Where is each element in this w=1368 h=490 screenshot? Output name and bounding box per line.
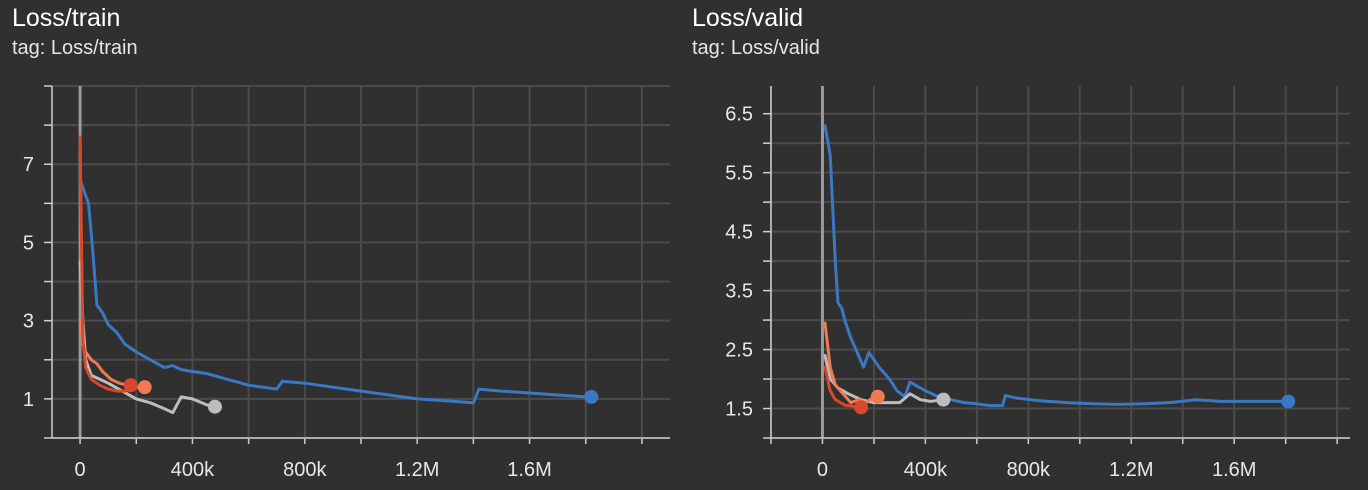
y-tick-label: 4.5: [725, 222, 753, 244]
series-line-0: [823, 124, 1290, 408]
series-end-point-3: [123, 378, 138, 393]
chart-title: Loss/valid: [692, 4, 804, 32]
series-line-1: [78, 260, 217, 415]
series-end-point-0: [1281, 394, 1296, 409]
series-end-point-3: [854, 400, 869, 415]
y-tick-label: 7: [23, 154, 34, 176]
y-tick-label: 6.5: [725, 104, 753, 126]
y-tick-label: 3.5: [725, 281, 753, 303]
y-tick-label: 2.5: [725, 340, 753, 362]
series-end-point-2: [870, 389, 885, 404]
chart-panel-loss-valid: Loss/valid tag: Loss/valid 0 400k 800k 1.2M…: [680, 0, 1368, 490]
y-tick-label: 3: [23, 311, 34, 333]
y-tick-label: 1: [23, 389, 34, 411]
line-chart-loss-train: 0 400k 800k 1.2M 1.6M 1 3 5 7: [23, 85, 670, 481]
series-line-3: [78, 135, 133, 393]
y-tick-label: 1.5: [725, 399, 753, 421]
series-line-0: [78, 178, 593, 405]
series-line-2: [823, 321, 880, 405]
chart-panel-loss-train: Loss/train tag: Loss/train 0 400k 800k 1.2M…: [0, 0, 680, 490]
chart-tag: tag: Loss/valid: [692, 37, 820, 59]
line-chart-loss-valid: 0 400k 800k 1.2M 1.6M 1.5 2.5 3.5 4.5 5.5 6.5: [725, 86, 1350, 481]
x-tick-label: 1.2M: [395, 459, 439, 481]
series-end-point-1: [936, 392, 951, 407]
y-tick-label: 5.5: [725, 163, 753, 185]
chart-title: Loss/train: [12, 4, 121, 32]
x-tick-label: 800k: [1007, 459, 1051, 481]
x-tick-label: 800k: [283, 459, 327, 481]
x-tick-label: 0: [817, 459, 828, 481]
series-end-point-0: [584, 389, 599, 404]
x-tick-label: 1.6M: [507, 459, 551, 481]
x-tick-label: 0: [75, 459, 86, 481]
x-tick-label: 400k: [904, 459, 948, 481]
x-tick-label: 1.6M: [1212, 459, 1256, 481]
series-end-point-2: [137, 380, 152, 395]
x-tick-label: 1.2M: [1109, 459, 1153, 481]
chart-tag: tag: Loss/train: [12, 37, 138, 59]
x-tick-label: 400k: [171, 459, 215, 481]
series-end-point-1: [207, 399, 222, 414]
y-tick-label: 5: [23, 232, 34, 254]
